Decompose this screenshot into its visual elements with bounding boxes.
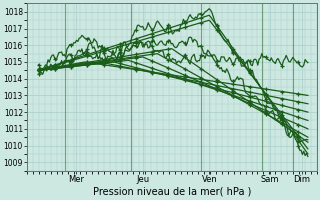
- X-axis label: Pression niveau de la mer( hPa ): Pression niveau de la mer( hPa ): [92, 187, 251, 197]
